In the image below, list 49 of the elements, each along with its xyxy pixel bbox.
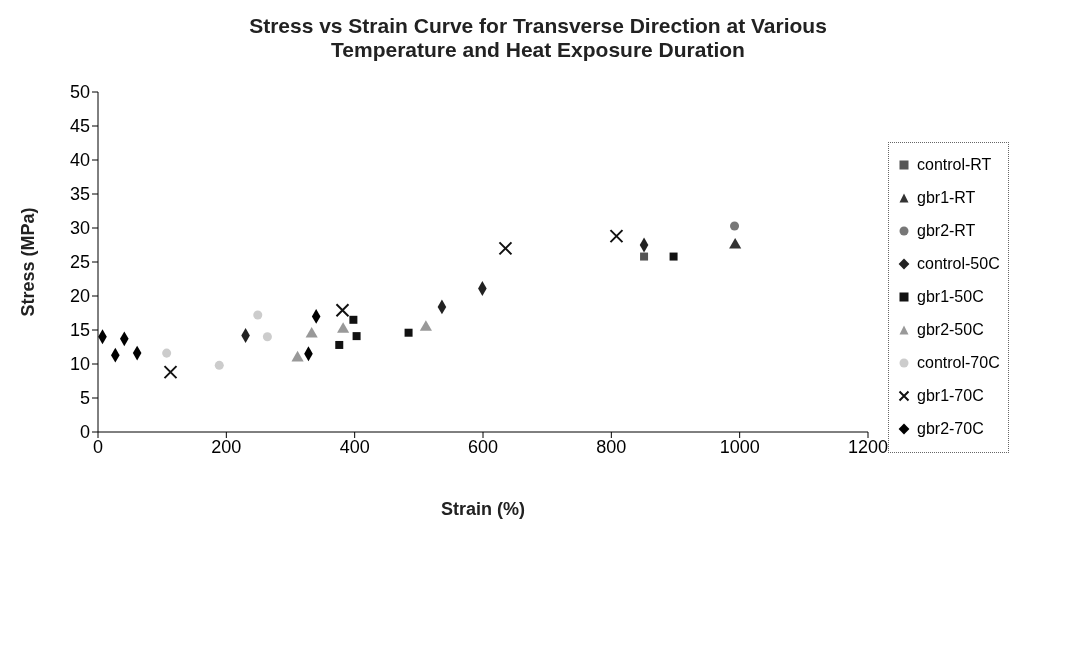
point [498,241,513,256]
point [352,332,361,341]
point [335,340,344,349]
point [162,348,172,358]
x-axis-title: Strain (%) [440,498,526,519]
point [335,303,350,318]
x-tick-label: 400 [339,436,370,457]
x-tick-label: 200 [211,436,242,457]
point [404,328,413,337]
point [291,350,304,362]
legend-label: control-70C [917,354,1000,372]
legend-label: control-50C [917,255,1000,273]
y-tick-label: 45 [69,116,90,137]
y-tick-label: 5 [79,388,90,409]
legend-label: gbr1-70C [917,387,984,405]
legend-label: control-RT [917,156,992,174]
x-tick-label: 1200 [847,436,889,457]
y-axis-title: Stress (MPa) [18,207,39,317]
y-tick-label: 10 [69,354,90,375]
point [214,360,224,370]
point [640,252,649,261]
x-tick-label: 0 [92,436,104,457]
y-tick-label: 0 [79,422,90,443]
legend-label: gbr2-70C [917,420,984,438]
y-tick-label: 25 [69,252,90,273]
legend-label: gbr1-50C [917,288,984,306]
y-tick-label: 50 [69,82,90,103]
x-tick-label: 600 [467,436,499,457]
legend-label: gbr1-RT [917,189,976,207]
legend-label: gbr2-50C [917,321,984,339]
point [163,365,178,380]
point [305,327,318,338]
point [730,221,740,231]
y-tick-label: 35 [69,184,90,205]
chart-title: Stress vs Strain Curve for Transverse Direction at Various Temperature and Heat Exposure Duration [248,14,828,62]
point [262,332,272,342]
y-tick-label: 40 [69,150,90,171]
point [349,315,358,324]
x-tick-label: 1000 [719,436,760,457]
point [419,320,432,331]
point [337,322,350,333]
point [253,310,263,320]
legend-label: gbr2-RT [917,222,976,240]
x-tick-label: 800 [596,436,627,457]
y-tick-label: 15 [69,320,90,341]
y-tick-label: 30 [69,218,90,239]
point [609,229,624,244]
point [669,252,678,261]
y-tick-label: 20 [69,286,90,307]
